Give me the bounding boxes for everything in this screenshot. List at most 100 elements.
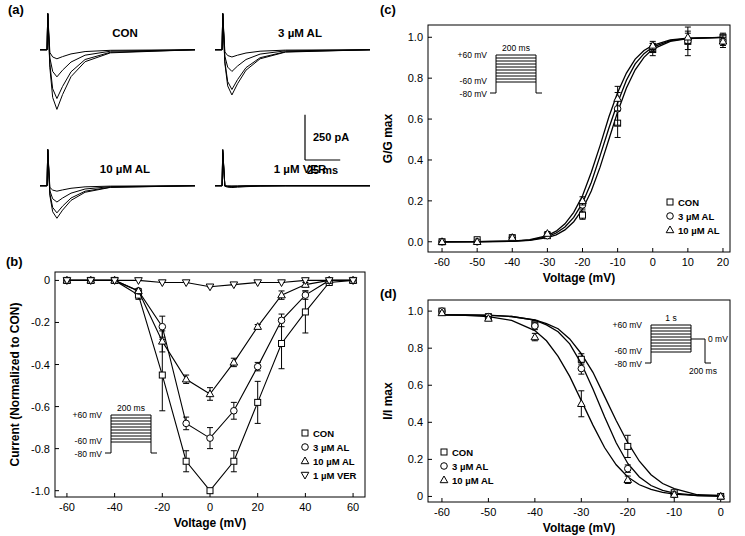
- error-bar: [650, 41, 656, 49]
- x-tick: [257, 493, 258, 497]
- legend-label: 3 µM AL: [313, 442, 349, 453]
- legend-label: 10 µM AL: [678, 225, 720, 236]
- protocol-step: [651, 331, 691, 332]
- y-tick-label: 0: [417, 490, 423, 502]
- legend-marker: [667, 213, 674, 220]
- y-axis-title: I/I max: [381, 382, 395, 420]
- trace: [215, 151, 370, 186]
- protocol-step: [111, 433, 151, 434]
- error-cap: [720, 47, 726, 48]
- protocol-hold: [645, 363, 651, 364]
- y-tick: [55, 280, 59, 281]
- data-point: [255, 399, 261, 405]
- error-cap: [685, 31, 691, 32]
- x-tick: [652, 248, 653, 252]
- x-tick-label: -20: [154, 501, 170, 513]
- x-tick-label: 20: [252, 501, 264, 513]
- x-tick: [534, 498, 535, 502]
- plot-area: [438, 308, 724, 500]
- legend-marker: [302, 430, 308, 436]
- data-point: [579, 197, 587, 204]
- protocol-step: [651, 349, 691, 350]
- y-tick: [428, 311, 432, 312]
- trace: [215, 150, 370, 187]
- protocol-step: [651, 328, 691, 329]
- y-tick: [428, 348, 432, 349]
- error-cap: [302, 290, 308, 291]
- protocol-inset: +60 mV-60 mV-80 mV200 ms: [457, 43, 542, 99]
- data-point: [326, 277, 333, 284]
- data-point: [532, 323, 539, 330]
- error-cap: [279, 314, 285, 315]
- data-point: [254, 363, 261, 370]
- fit-curve: [442, 37, 723, 241]
- trace: [215, 14, 370, 57]
- data-point: [350, 277, 356, 283]
- x-tick: [477, 248, 478, 252]
- error-cap: [183, 450, 189, 451]
- data-point: [439, 238, 446, 245]
- error-bar: [255, 381, 261, 423]
- data-point: [183, 420, 190, 427]
- x-tick-label: -10: [666, 506, 682, 518]
- error-cap: [207, 387, 213, 388]
- y-tick-label: 0.4: [408, 416, 423, 428]
- error-cap: [685, 55, 691, 56]
- protocol-label: -80 mV: [460, 89, 488, 99]
- data-point: [159, 280, 167, 287]
- data-point: [649, 41, 657, 48]
- protocol-label: +60 mV: [457, 50, 487, 60]
- data-point: [135, 287, 143, 294]
- x-tick-label: -20: [620, 506, 636, 518]
- x-tick-label: -60: [59, 501, 75, 513]
- error-cap: [183, 429, 189, 430]
- trace: [40, 150, 195, 213]
- scale-bar-label: 250 pA: [313, 131, 349, 143]
- legend-marker: [441, 463, 448, 470]
- data-point: [720, 38, 727, 45]
- data-point: [64, 277, 71, 284]
- data-point: [624, 465, 631, 472]
- error-cap: [720, 33, 726, 34]
- x-axis-title: Voltage (mV): [543, 271, 615, 285]
- y-tick-label: -0.2: [31, 316, 50, 328]
- error-cap: [625, 435, 631, 436]
- protocol-label: +60 mV: [612, 320, 642, 330]
- y-tick-label: 0: [44, 274, 50, 286]
- protocol-label: -60 mV: [75, 436, 103, 446]
- x-tick-label: -40: [107, 501, 123, 513]
- error-cap: [580, 204, 586, 205]
- data-point: [473, 238, 481, 245]
- data-point: [580, 212, 586, 218]
- protocol-step: [111, 415, 151, 416]
- error-cap: [650, 55, 656, 56]
- protocol-label: 200 ms: [689, 366, 717, 376]
- data-point: [231, 407, 238, 414]
- protocol-step: [496, 70, 536, 71]
- error-cap: [231, 450, 237, 451]
- trace-title: 1 µM VER: [274, 163, 327, 175]
- x-tick-label: -40: [527, 506, 543, 518]
- error-bar: [685, 31, 691, 43]
- y-tick: [428, 241, 432, 242]
- x-tick: [442, 248, 443, 252]
- x-tick-label: 40: [299, 501, 311, 513]
- series-line: [67, 280, 353, 438]
- plot-frame: [428, 25, 730, 252]
- protocol-step: [651, 346, 691, 347]
- error-cap: [231, 419, 237, 420]
- data-point: [578, 400, 586, 407]
- panel-label: (a): [8, 2, 24, 17]
- y-tick-label: -0.4: [31, 359, 50, 371]
- protocol-hold: [105, 453, 111, 454]
- data-point: [717, 493, 724, 500]
- fit-curve: [442, 37, 723, 241]
- protocol-return: [705, 339, 706, 363]
- error-cap: [532, 340, 538, 341]
- protocol-step: [496, 73, 536, 74]
- error-bar: [580, 197, 586, 205]
- error-cap: [685, 27, 691, 28]
- protocol-hold: [490, 93, 496, 94]
- data-point: [684, 33, 692, 40]
- trace: [215, 150, 370, 188]
